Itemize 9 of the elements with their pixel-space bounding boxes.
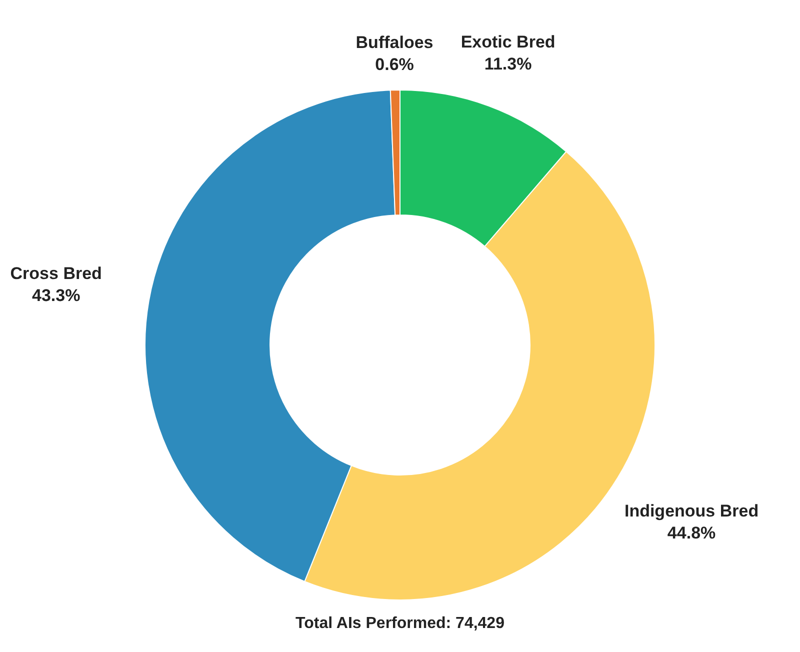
data-label: 0.6%: [375, 54, 414, 74]
data-label: 44.8%: [667, 523, 716, 542]
text: Total AIs Performed: 74,429: [296, 615, 505, 632]
slice-label: Buffaloes: [356, 32, 434, 52]
slice-label: Cross Bred: [10, 264, 102, 283]
data-label: 43.3%: [32, 286, 80, 305]
slice-label: Exotic Bred: [460, 32, 556, 52]
slice-label: Indigenous Bred: [624, 501, 759, 520]
data-label: 11.3%: [484, 54, 532, 74]
